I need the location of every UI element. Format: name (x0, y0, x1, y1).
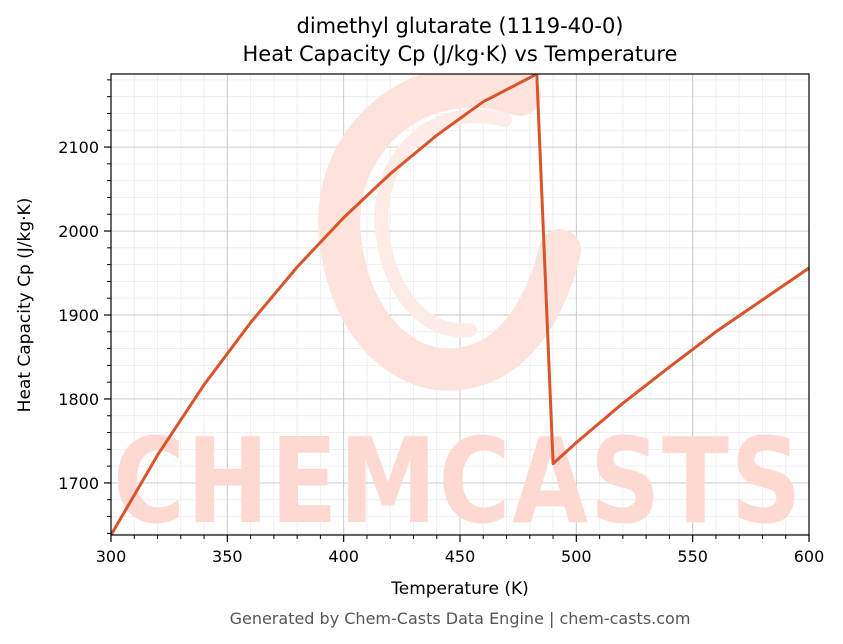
y-axis-label: Heat Capacity Cp (J/kg·K) (15, 198, 35, 413)
watermark: CHEMCASTS (113, 74, 803, 550)
x-tick-label: 450 (445, 547, 476, 566)
watermark-logo-c (318, 74, 581, 391)
x-tick-label: 600 (794, 547, 825, 566)
y-tick-label: 1800 (58, 390, 99, 409)
y-tick-label: 2000 (58, 222, 99, 241)
x-tick-label: 550 (677, 547, 708, 566)
x-tick-label: 300 (96, 547, 127, 566)
x-tick-label: 350 (212, 547, 243, 566)
chart-title-line2: Heat Capacity Cp (J/kg·K) vs Temperature (243, 42, 678, 66)
y-tick-label: 2100 (58, 138, 99, 157)
y-tick-label: 1700 (58, 474, 99, 493)
x-axis-label: Temperature (K) (390, 579, 529, 599)
x-tick-label: 500 (561, 547, 592, 566)
y-tick-label: 1900 (58, 306, 99, 325)
x-axis: 300 350 400 450 500 550 600 (96, 535, 825, 566)
y-axis: 1700 1800 1900 2000 2100 (58, 79, 111, 534)
chart-title-line1: dimethyl glutarate (1119-40-0) (297, 14, 624, 38)
series-line (111, 74, 809, 535)
footer-credit: Generated by Chem-Casts Data Engine | ch… (230, 609, 691, 628)
watermark-text: CHEMCASTS (113, 412, 803, 550)
x-tick-label: 400 (328, 547, 359, 566)
